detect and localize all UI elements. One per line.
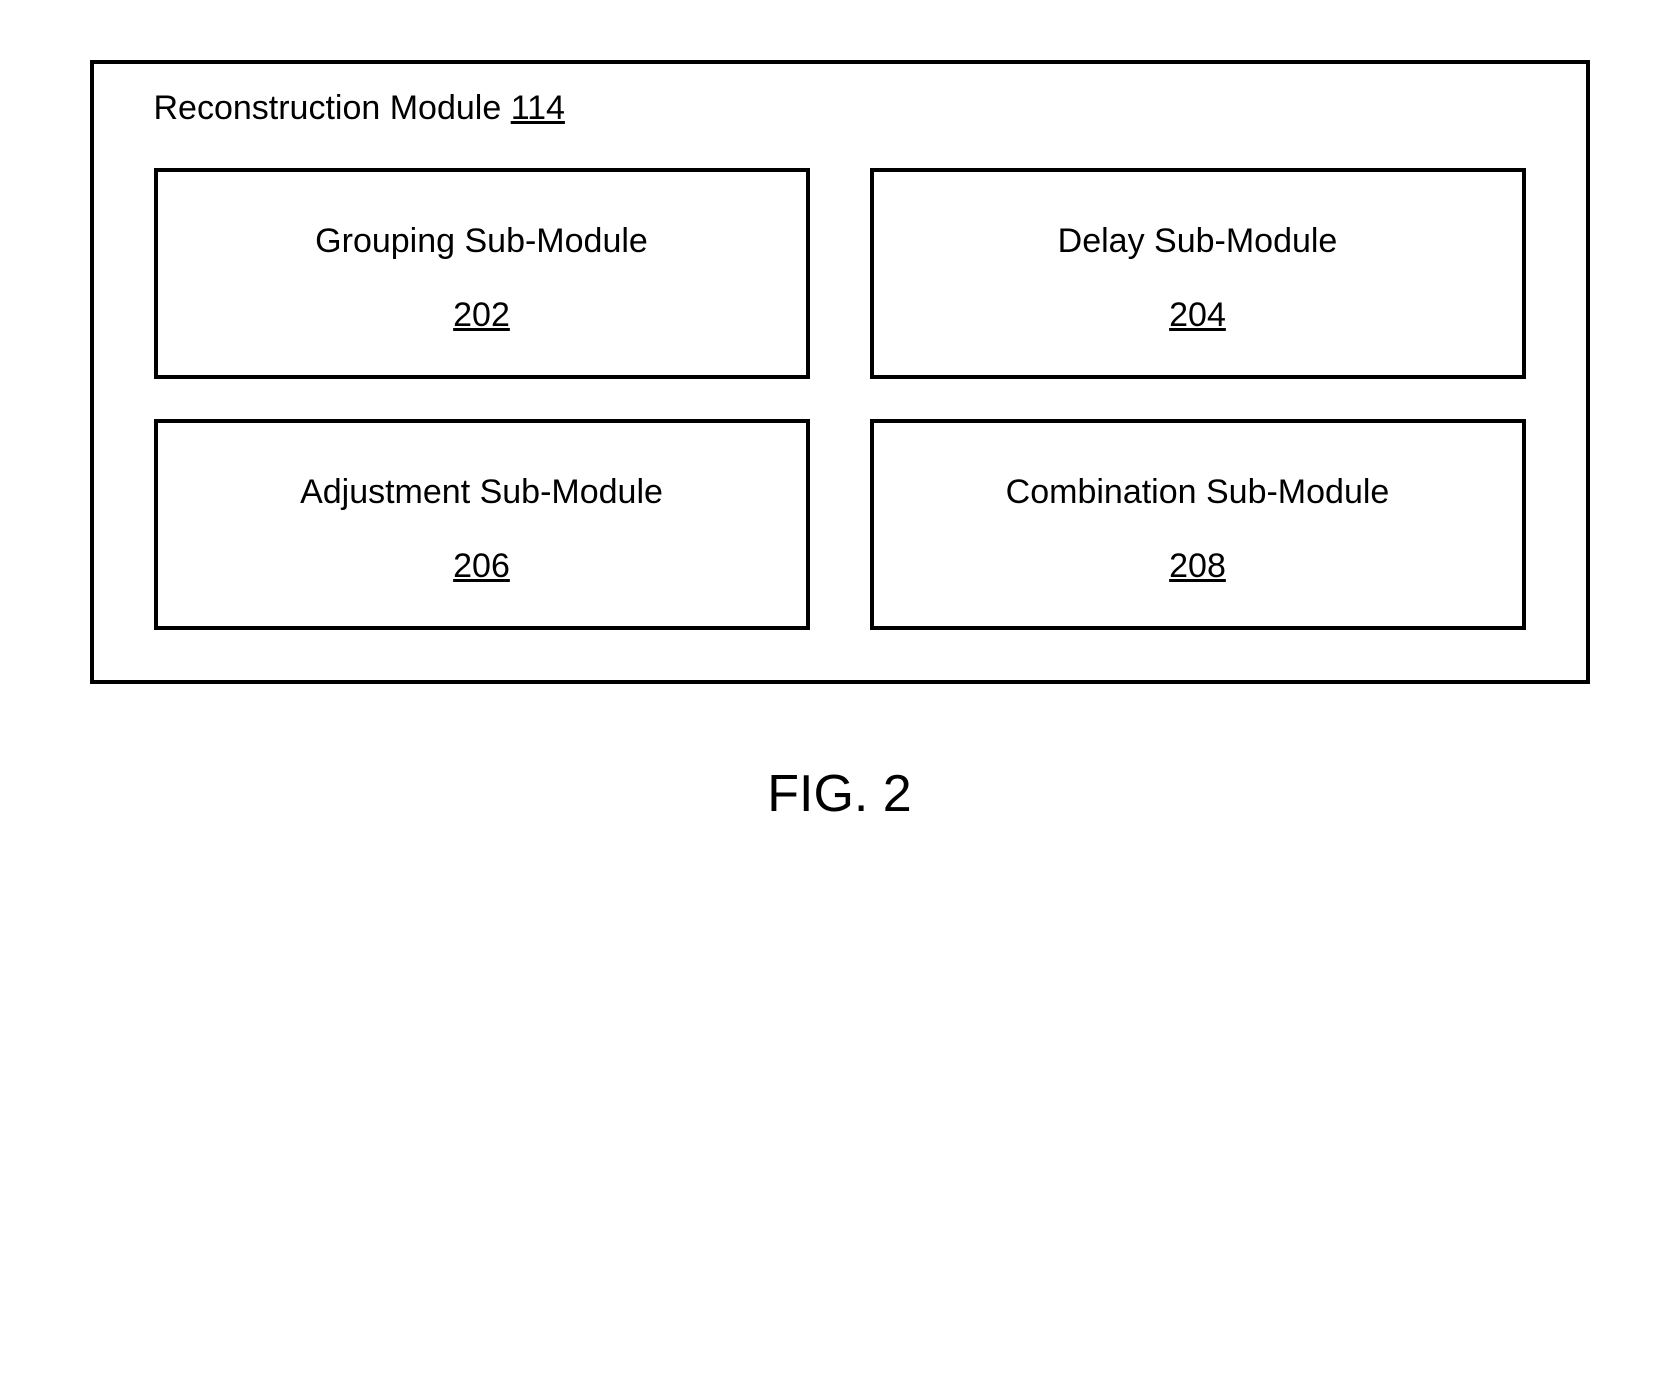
sub-module-name: Adjustment Sub-Module xyxy=(178,473,786,512)
sub-module-name: Grouping Sub-Module xyxy=(178,222,786,261)
grouping-sub-module-box: Grouping Sub-Module 202 xyxy=(154,168,810,379)
module-title: Reconstruction Module 114 xyxy=(154,89,1526,128)
sub-module-number: 204 xyxy=(894,296,1502,335)
delay-sub-module-box: Delay Sub-Module 204 xyxy=(870,168,1526,379)
reconstruction-module-box: Reconstruction Module 114 Grouping Sub-M… xyxy=(90,60,1590,684)
module-title-number: 114 xyxy=(511,89,565,127)
sub-module-number: 206 xyxy=(178,547,786,586)
sub-module-number: 208 xyxy=(894,547,1502,586)
adjustment-sub-module-box: Adjustment Sub-Module 206 xyxy=(154,419,810,630)
combination-sub-module-box: Combination Sub-Module 208 xyxy=(870,419,1526,630)
sub-module-name: Combination Sub-Module xyxy=(894,473,1502,512)
module-title-text: Reconstruction Module xyxy=(154,89,511,127)
sub-module-grid: Grouping Sub-Module 202 Delay Sub-Module… xyxy=(154,168,1526,630)
sub-module-number: 202 xyxy=(178,296,786,335)
sub-module-name: Delay Sub-Module xyxy=(894,222,1502,261)
figure-label: FIG. 2 xyxy=(60,764,1619,824)
